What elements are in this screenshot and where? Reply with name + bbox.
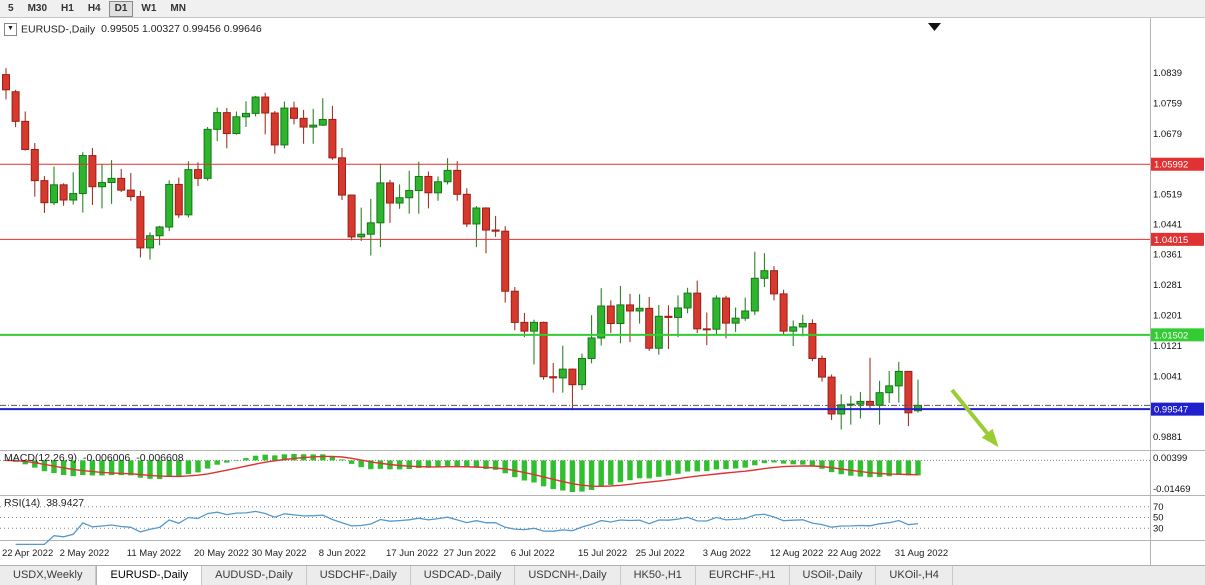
svg-text:2 May 2022: 2 May 2022 xyxy=(60,548,110,559)
timeframe-button-w1[interactable]: W1 xyxy=(141,2,157,14)
tab-eurchf-h1[interactable]: EURCHF-,H1 xyxy=(696,566,790,585)
tab-ukoil-h4[interactable]: UKOil-,H4 xyxy=(876,566,953,585)
rsi-value: 38.9427 xyxy=(46,497,85,509)
chart-title: ▼ EURUSD-,Daily 0.99505 1.00327 0.99456 0.… xyxy=(4,23,262,36)
svg-text:1.0121: 1.0121 xyxy=(1153,341,1182,352)
svg-text:-0.01469: -0.01469 xyxy=(1153,484,1191,495)
chart-canvas[interactable]: 1.08391.07591.06791.05991.05191.04411.03… xyxy=(0,18,1205,565)
tab-eurusd-daily[interactable]: EURUSD-,Daily xyxy=(96,566,203,585)
svg-text:3 Aug 2022: 3 Aug 2022 xyxy=(703,548,751,559)
tab-usdx-weekly[interactable]: USDX,Weekly xyxy=(0,566,97,585)
tab-audusd-daily[interactable]: AUDUSD-,Daily xyxy=(202,566,307,585)
chart-title-ohlc: 0.99505 1.00327 0.99456 0.99646 xyxy=(101,23,262,36)
tab-usdcad-daily[interactable]: USDCAD-,Daily xyxy=(411,566,516,585)
svg-text:1.0519: 1.0519 xyxy=(1153,190,1182,201)
tab-usdchf-daily[interactable]: USDCHF-,Daily xyxy=(307,566,411,585)
timeframe-toolbar: 5 M30 H1 H4 D1 W1 MN xyxy=(0,0,1205,18)
svg-text:8 Jun 2022: 8 Jun 2022 xyxy=(319,548,366,559)
svg-text:22 Apr 2022: 22 Apr 2022 xyxy=(2,548,53,559)
svg-text:0.9881: 0.9881 xyxy=(1153,432,1182,443)
price-line-labels: 1.05992 1.04015 1.01502 0.99547 xyxy=(1151,157,1204,416)
date-axis[interactable]: 22 Apr 2022 2 May 2022 11 May 2022 20 May 2… xyxy=(2,548,948,559)
rsi-label: RSI(14) 38.9427 xyxy=(4,497,84,509)
timeframe-button-h4[interactable]: H4 xyxy=(87,2,101,14)
symbol-tabbar: USDX,Weekly EURUSD-,Daily AUDUSD-,Daily USD… xyxy=(0,565,1205,585)
svg-text:1.0679: 1.0679 xyxy=(1153,129,1182,140)
svg-text:1.01502: 1.01502 xyxy=(1154,330,1188,341)
tab-usdcnh-daily[interactable]: USDCNH-,Daily xyxy=(515,566,621,585)
svg-text:1.0361: 1.0361 xyxy=(1153,250,1182,261)
svg-text:1.0839: 1.0839 xyxy=(1153,68,1182,79)
down-arrow-annotation[interactable] xyxy=(950,388,999,448)
svg-text:30 May 2022: 30 May 2022 xyxy=(252,548,307,559)
svg-text:1.0441: 1.0441 xyxy=(1153,219,1182,230)
svg-text:0.99547: 0.99547 xyxy=(1154,405,1188,416)
svg-text:1.0201: 1.0201 xyxy=(1153,311,1182,322)
svg-text:1.04015: 1.04015 xyxy=(1154,235,1188,246)
svg-text:25 Jul 2022: 25 Jul 2022 xyxy=(636,548,685,559)
chart-title-symbol: EURUSD-,Daily xyxy=(21,23,96,36)
svg-text:0.00399: 0.00399 xyxy=(1153,453,1187,464)
svg-text:27 Jun 2022: 27 Jun 2022 xyxy=(444,548,496,559)
svg-text:1.0041: 1.0041 xyxy=(1153,371,1182,382)
svg-text:20 May 2022: 20 May 2022 xyxy=(194,548,249,559)
macd-label: MACD(12,26,9) -0.006006 -0.006608 xyxy=(4,452,184,464)
svg-text:12 Aug 2022: 12 Aug 2022 xyxy=(770,548,823,559)
svg-text:1.0759: 1.0759 xyxy=(1153,99,1182,110)
svg-text:31 Aug 2022: 31 Aug 2022 xyxy=(895,548,948,559)
svg-text:22 Aug 2022: 22 Aug 2022 xyxy=(828,548,881,559)
svg-text:6 Jul 2022: 6 Jul 2022 xyxy=(511,548,555,559)
svg-text:1.05992: 1.05992 xyxy=(1154,160,1188,171)
svg-text:70: 70 xyxy=(1153,502,1164,513)
svg-text:50: 50 xyxy=(1153,513,1164,524)
timeframe-button-mn[interactable]: MN xyxy=(170,2,186,14)
svg-text:1.0281: 1.0281 xyxy=(1153,280,1182,291)
chart-collapse-icon[interactable]: ▼ xyxy=(4,23,17,36)
macd-signal-value: -0.006608 xyxy=(136,452,184,464)
macd-signal-line xyxy=(5,455,919,488)
tab-hk50-h1[interactable]: HK50-,H1 xyxy=(621,566,696,585)
macd-name: MACD(12,26,9) xyxy=(4,452,77,464)
timeframe-button-5[interactable]: 5 xyxy=(8,2,14,14)
svg-text:30: 30 xyxy=(1153,523,1164,534)
rsi-line xyxy=(15,510,919,546)
timeframe-button-d1[interactable]: D1 xyxy=(108,0,134,17)
chart-area: 1.08391.07591.06791.05991.05191.04411.03… xyxy=(0,18,1205,565)
svg-text:15 Jul 2022: 15 Jul 2022 xyxy=(578,548,627,559)
svg-text:17 Jun 2022: 17 Jun 2022 xyxy=(386,548,438,559)
macd-histogram xyxy=(3,454,921,492)
macd-value: -0.006006 xyxy=(82,452,131,464)
chart-shift-marker-icon[interactable] xyxy=(928,23,941,31)
horizontal-lines[interactable] xyxy=(0,163,1150,411)
svg-text:11 May 2022: 11 May 2022 xyxy=(127,548,181,559)
candles xyxy=(2,68,922,430)
timeframe-button-m30[interactable]: M30 xyxy=(27,2,48,14)
rsi-name: RSI(14) xyxy=(4,497,41,509)
tab-usoil-daily[interactable]: USOil-,Daily xyxy=(790,566,877,585)
timeframe-button-h1[interactable]: H1 xyxy=(61,2,74,14)
